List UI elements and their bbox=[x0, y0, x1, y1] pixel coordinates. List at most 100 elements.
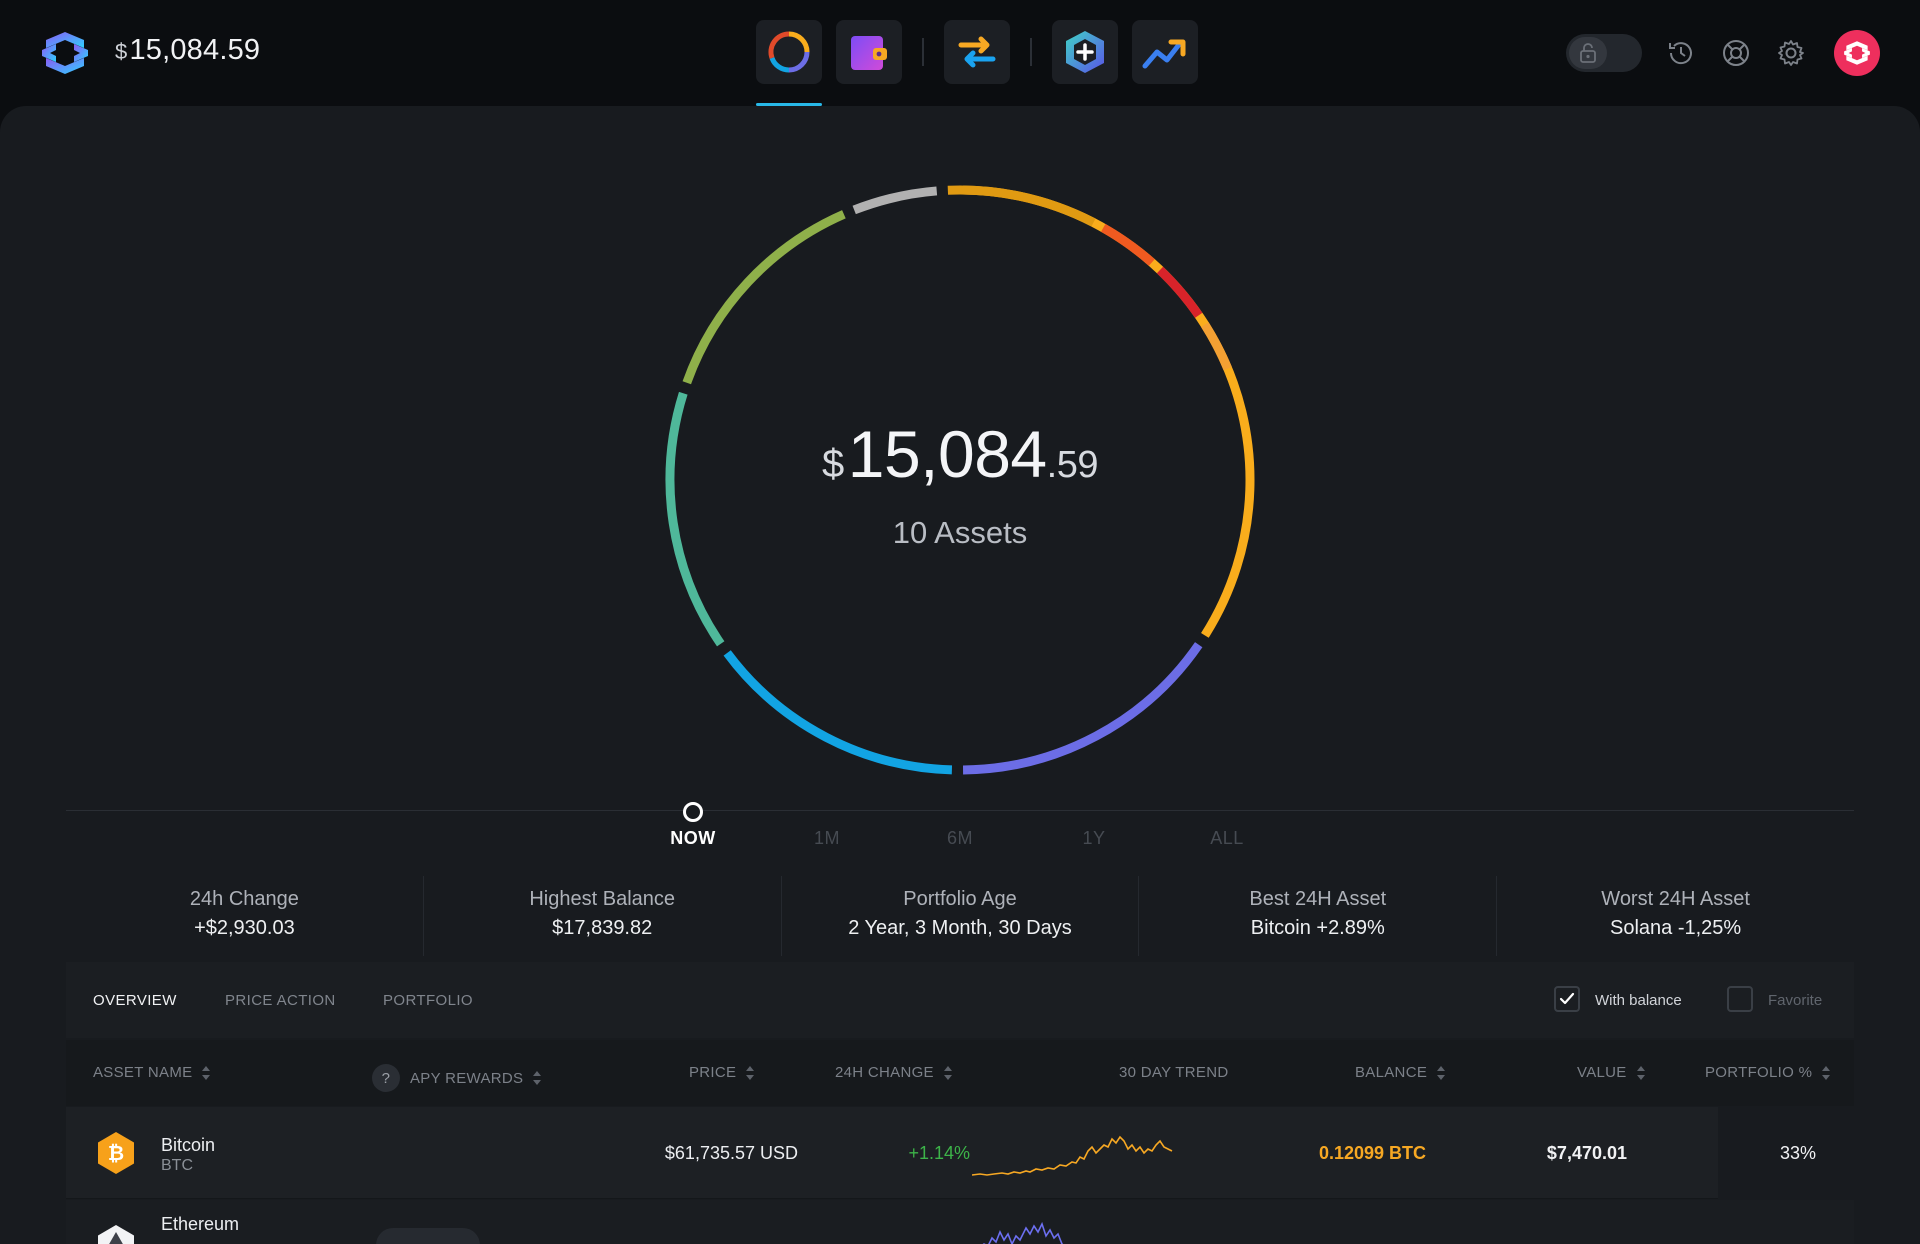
portfolio-donut-chart bbox=[665, 185, 1255, 775]
nav-exchange-button[interactable] bbox=[944, 20, 1010, 84]
col-asset-name[interactable]: ASSET NAME bbox=[93, 1064, 211, 1081]
timeline-all[interactable]: ALL bbox=[1210, 828, 1244, 848]
col-label: 30 DAY TREND bbox=[1119, 1064, 1229, 1081]
stat-label: Best 24H Asset bbox=[1249, 888, 1387, 910]
col-label: BALANCE bbox=[1355, 1064, 1428, 1081]
stat-value: Solana -1,25% bbox=[1609, 917, 1742, 939]
trend-chart-icon bbox=[1142, 39, 1186, 69]
history-button[interactable] bbox=[1664, 36, 1698, 70]
stat-label: Worst 24H Asset bbox=[1601, 888, 1750, 910]
with-balance-checkbox[interactable] bbox=[1554, 986, 1580, 1012]
total-main: 15,084 bbox=[847, 417, 1047, 491]
tab-price-action[interactable]: PRICE ACTION bbox=[225, 992, 336, 1009]
col-label: ASSET NAME bbox=[93, 1064, 193, 1081]
table-row[interactable]: Ethereum bbox=[66, 1200, 1854, 1244]
settings-gear-icon bbox=[1778, 40, 1804, 66]
col-24h-change[interactable]: 24H CHANGE bbox=[835, 1064, 952, 1081]
table-tabs-bar: OVERVIEW PRICE ACTION PORTFOLIO With bal… bbox=[66, 962, 1854, 1038]
tab-portfolio[interactable]: PORTFOLIO bbox=[383, 992, 474, 1009]
nav-separator bbox=[1030, 38, 1032, 66]
timeline-now[interactable]: NOW bbox=[670, 828, 716, 848]
ethereum-trend-sparkline bbox=[982, 1221, 1064, 1244]
row-portfolio-cell-bg bbox=[1718, 1107, 1854, 1199]
favorite-checkbox[interactable] bbox=[1727, 986, 1753, 1012]
settings-button[interactable] bbox=[1774, 36, 1808, 70]
col-balance[interactable]: BALANCE bbox=[1355, 1064, 1446, 1081]
donut-segment[interactable] bbox=[682, 210, 846, 385]
stat-label: Highest Balance bbox=[529, 888, 676, 910]
col-price[interactable]: PRICE bbox=[689, 1064, 755, 1081]
favorite-label[interactable]: Favorite bbox=[1768, 992, 1823, 1009]
donut-segment[interactable] bbox=[665, 391, 725, 647]
tab-overview[interactable]: OVERVIEW bbox=[93, 992, 177, 1009]
add-app-cube-icon bbox=[1066, 31, 1104, 73]
total-cents: .59 bbox=[1046, 444, 1099, 486]
nav-add-app-button[interactable] bbox=[1052, 20, 1118, 84]
donut-segment[interactable] bbox=[1100, 223, 1155, 266]
stat-value: +$2,930.03 bbox=[194, 917, 295, 939]
exodus-logo-icon[interactable] bbox=[40, 30, 90, 76]
stat-best-asset: Best 24H Asset Bitcoin +2.89% bbox=[1139, 876, 1498, 956]
asset-symbol: BTC bbox=[161, 1157, 193, 1174]
checkmark-icon bbox=[1559, 992, 1575, 1005]
asset-count: 10 Assets bbox=[892, 515, 1028, 550]
help-lifebuoy-icon bbox=[1723, 40, 1749, 66]
donut-segment[interactable] bbox=[852, 186, 938, 215]
asset-name: Ethereum bbox=[161, 1214, 240, 1234]
timeline-marker[interactable] bbox=[683, 802, 703, 822]
header-currency-symbol: $ bbox=[115, 39, 128, 64]
donut-segment[interactable] bbox=[1156, 266, 1203, 318]
col-label: 24H CHANGE bbox=[835, 1064, 934, 1081]
timeline-track bbox=[66, 810, 1854, 811]
stat-value: Bitcoin +2.89% bbox=[1250, 917, 1385, 939]
asset-price: $61,735.57 USD bbox=[664, 1143, 798, 1163]
stat-portfolio-age: Portfolio Age 2 Year, 3 Month, 30 Days bbox=[782, 876, 1140, 956]
col-apy-rewards[interactable]: ? APY REWARDS bbox=[372, 1064, 542, 1092]
col-label: APY REWARDS bbox=[410, 1069, 524, 1087]
nav-active-indicator bbox=[756, 103, 822, 106]
nav-wallet-button[interactable] bbox=[836, 20, 902, 84]
stat-worst-asset: Worst 24H Asset Solana -1,25% bbox=[1497, 876, 1854, 956]
total-currency-symbol: $ bbox=[822, 442, 844, 486]
stat-value: 2 Year, 3 Month, 30 Days bbox=[848, 917, 1072, 939]
nav-trends-button[interactable] bbox=[1132, 20, 1198, 84]
timeline-1y[interactable]: 1Y bbox=[1082, 828, 1106, 848]
col-portfolio-percent[interactable]: PORTFOLIO % bbox=[1705, 1064, 1831, 1081]
with-balance-label[interactable]: With balance bbox=[1595, 992, 1682, 1009]
nav-portfolio-button[interactable] bbox=[756, 20, 822, 84]
portfolio-stats: 24h Change +$2,930.03 Highest Balance $1… bbox=[66, 876, 1854, 956]
timeline-6m[interactable]: 6M bbox=[946, 828, 974, 848]
donut-segment[interactable] bbox=[962, 642, 1203, 775]
timeline-1m[interactable]: 1M bbox=[813, 828, 841, 848]
profile-avatar[interactable] bbox=[1834, 30, 1880, 76]
portfolio-total: $15,084.59 10 Assets bbox=[660, 410, 1260, 551]
col-value[interactable]: VALUE bbox=[1577, 1064, 1645, 1081]
portfolio-donut-icon bbox=[768, 31, 810, 73]
sort-icon bbox=[1437, 1065, 1446, 1081]
donut-segment[interactable] bbox=[723, 650, 953, 775]
apy-rewards-pill[interactable] bbox=[376, 1228, 480, 1244]
col-label: VALUE bbox=[1577, 1064, 1627, 1081]
help-button[interactable] bbox=[1719, 36, 1753, 70]
lock-icon bbox=[1580, 43, 1596, 63]
stat-label: 24h Change bbox=[189, 888, 299, 910]
top-bar: $15,084.59 bbox=[0, 0, 1920, 106]
table-row[interactable]: ₿ Bitcoin BTC $61,735.57 USD +1.14% 0.12… bbox=[66, 1107, 1854, 1199]
donut-segment[interactable] bbox=[947, 185, 1096, 227]
sort-icon bbox=[202, 1065, 211, 1081]
asset-value: $7,470.01 bbox=[1546, 1143, 1627, 1163]
col-30-day-trend: 30 DAY TREND bbox=[1119, 1064, 1228, 1081]
lock-toggle[interactable] bbox=[1566, 34, 1642, 72]
bitcoin-trend-sparkline bbox=[972, 1135, 1173, 1176]
asset-24h-change: +1.14% bbox=[908, 1143, 970, 1163]
lock-toggle-knob bbox=[1569, 37, 1607, 69]
asset-table-header: ASSET NAME ? APY REWARDS PRICE 24H CHANGE… bbox=[66, 1040, 1854, 1106]
nav-separator bbox=[922, 38, 924, 66]
sort-icon bbox=[533, 1070, 542, 1086]
col-label: PRICE bbox=[689, 1064, 737, 1081]
donut-segment[interactable] bbox=[1201, 322, 1232, 371]
sort-icon bbox=[943, 1065, 952, 1081]
stat-24h-change: 24h Change +$2,930.03 bbox=[66, 876, 424, 956]
apy-help-icon[interactable]: ? bbox=[372, 1064, 400, 1092]
history-icon bbox=[1669, 42, 1692, 65]
